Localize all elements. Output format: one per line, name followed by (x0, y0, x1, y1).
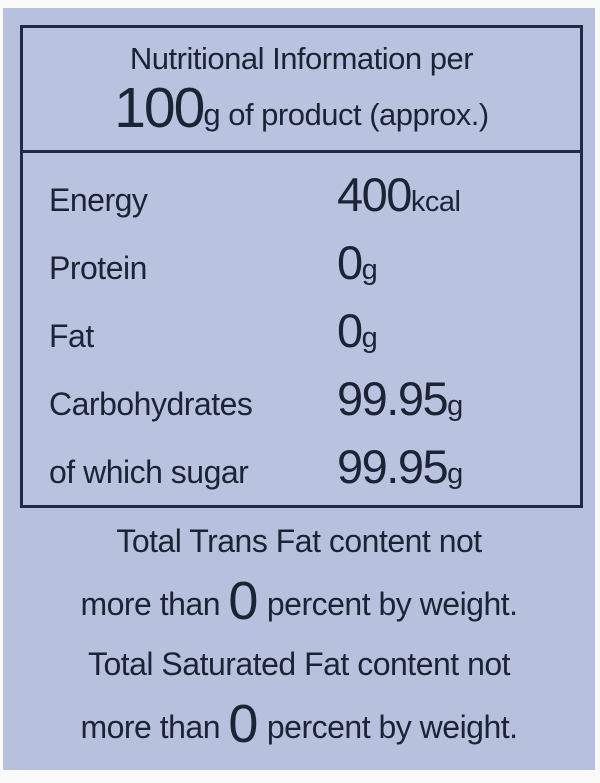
saturated-fat-note-line1: Total Saturated Fat content not (87, 646, 511, 682)
trans-fat-note-line2: more than 0 percent by weight. (3, 571, 595, 634)
value-unit: g (361, 254, 378, 286)
value-number: 99.95 (337, 372, 449, 425)
nutrient-label: Protein (49, 250, 147, 286)
note-suffix: percent by weight. (258, 586, 518, 622)
zero-value: 0 (228, 694, 259, 754)
trans-fat-note-line1: Total Trans Fat content not (116, 523, 482, 559)
table-row-fat: Fat 0g (49, 303, 562, 371)
trans-fat-note: Total Trans Fat content not more than 0 … (3, 511, 595, 634)
serving-unit: g (203, 97, 221, 132)
serving-amount: 100 (114, 76, 205, 140)
nutrient-value: 99.95g (337, 371, 463, 426)
nutrient-value: 0g (337, 303, 378, 358)
fat-content-footnotes: Total Trans Fat content not more than 0 … (3, 511, 595, 757)
value-unit: g (361, 322, 378, 354)
table-row-energy: Energy 400kcal (49, 167, 562, 235)
value-number: 0 (337, 304, 363, 357)
nutrition-table-header: Nutritional Information per 100g of prod… (23, 28, 580, 153)
table-row-sugar: of which sugar 99.95g (49, 439, 562, 507)
nutrient-label: Fat (49, 318, 94, 354)
note-prefix: more than (80, 586, 229, 622)
value-unit: g (447, 458, 463, 490)
nutrient-label: Carbohydrates (49, 386, 253, 422)
header-line2: 100g of product (approx.) (23, 77, 580, 146)
header-line1: Nutritional Information per (129, 41, 474, 76)
value-number: 99.95 (337, 440, 449, 493)
note-prefix: more than (80, 709, 229, 745)
nutrient-label: Energy (49, 182, 148, 218)
value-number: 0 (337, 236, 363, 289)
value-number: 400 (337, 168, 412, 221)
note-suffix: percent by weight. (258, 709, 518, 745)
table-row-carbohydrates: Carbohydrates 99.95g (49, 371, 562, 439)
value-unit: kcal (410, 186, 461, 218)
table-row-protein: Protein 0g (49, 235, 562, 303)
saturated-fat-note: Total Saturated Fat content not more tha… (3, 634, 595, 757)
nutrient-rows: Energy 400kcal Protein 0g Fat 0g Carbohy… (23, 153, 580, 507)
value-unit: g (447, 390, 463, 422)
nutrient-value: 0g (337, 235, 378, 290)
nutrient-label: of which sugar (49, 454, 249, 490)
nutrient-value: 99.95g (337, 439, 463, 494)
nutrient-value: 400kcal (337, 167, 461, 222)
zero-value: 0 (228, 571, 259, 631)
nutrition-table: Nutritional Information per 100g of prod… (20, 25, 583, 508)
nutrition-label-panel: Nutritional Information per 100g of prod… (3, 8, 595, 770)
header-line2-rest: of product (approx.) (228, 97, 489, 132)
saturated-fat-note-line2: more than 0 percent by weight. (3, 694, 595, 757)
